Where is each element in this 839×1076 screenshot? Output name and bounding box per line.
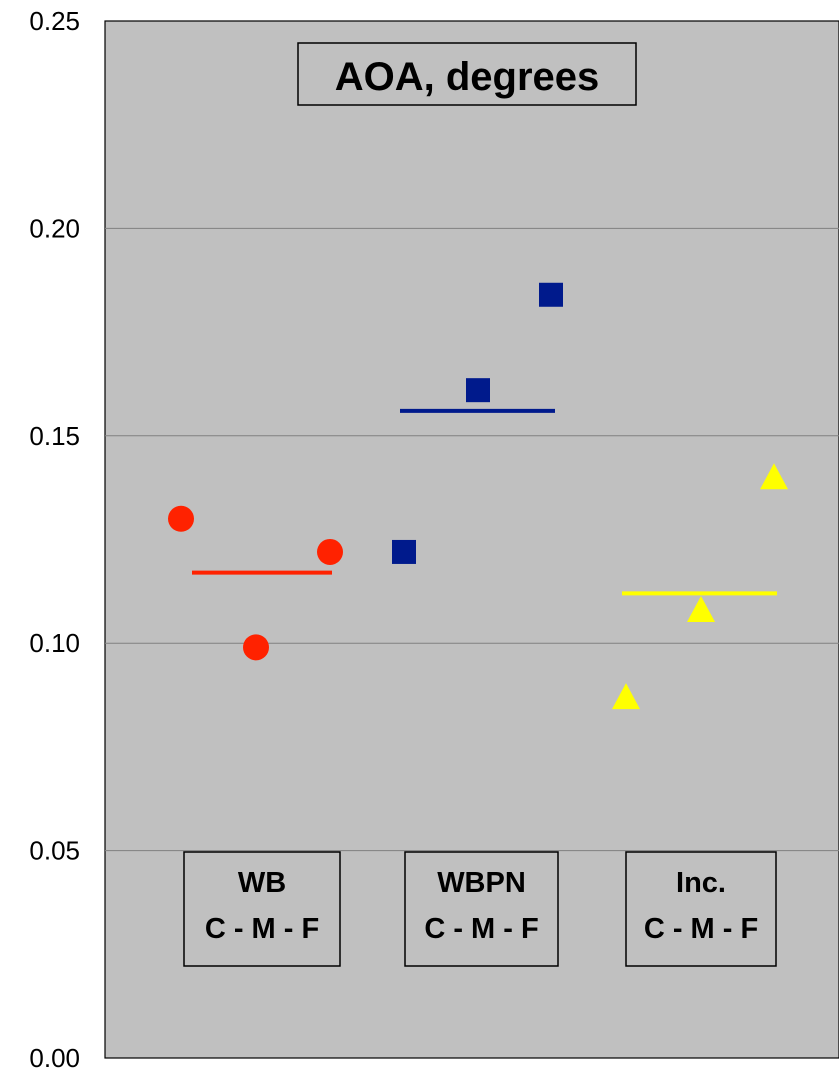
group-label-box [404,851,559,967]
data-point [392,539,416,564]
group-labels: WB C - M - F WBPN C - M - F Inc. C - M - F [183,851,777,967]
title-frame [297,42,637,106]
mean-lines [192,408,777,596]
group-label-box [183,851,341,967]
y-axis: 0.00 0.05 0.10 0.15 0.20 0.25 [29,6,80,1073]
data-point [243,634,269,661]
y-tick-label: 0.05 [29,836,80,866]
chart-title: AOA, degrees [335,55,600,99]
group-name: WBPN [437,867,526,899]
group-sublabel: C - M - F [424,913,538,945]
y-tick-label: 0.20 [29,213,80,243]
data-point [760,463,788,490]
data-point [612,683,640,710]
y-tick-label: 0.25 [29,6,80,36]
group-name: WB [238,867,286,899]
group-sublabel: C - M - F [644,913,758,945]
y-tick-label: 0.15 [29,421,80,451]
y-tick-label: 0.10 [29,628,80,658]
data-point [687,596,715,623]
gridlines [105,227,839,852]
y-tick-label: 0.00 [29,1043,80,1073]
data-point [539,282,563,307]
chart-title-box: AOA, degrees [297,42,637,106]
group-sublabel: C - M - F [205,913,319,945]
data-point [168,505,194,532]
group-name: Inc. [676,867,726,899]
data-point [466,378,490,403]
group-label-box [625,851,777,967]
data-points [168,282,788,710]
data-point [317,538,343,565]
